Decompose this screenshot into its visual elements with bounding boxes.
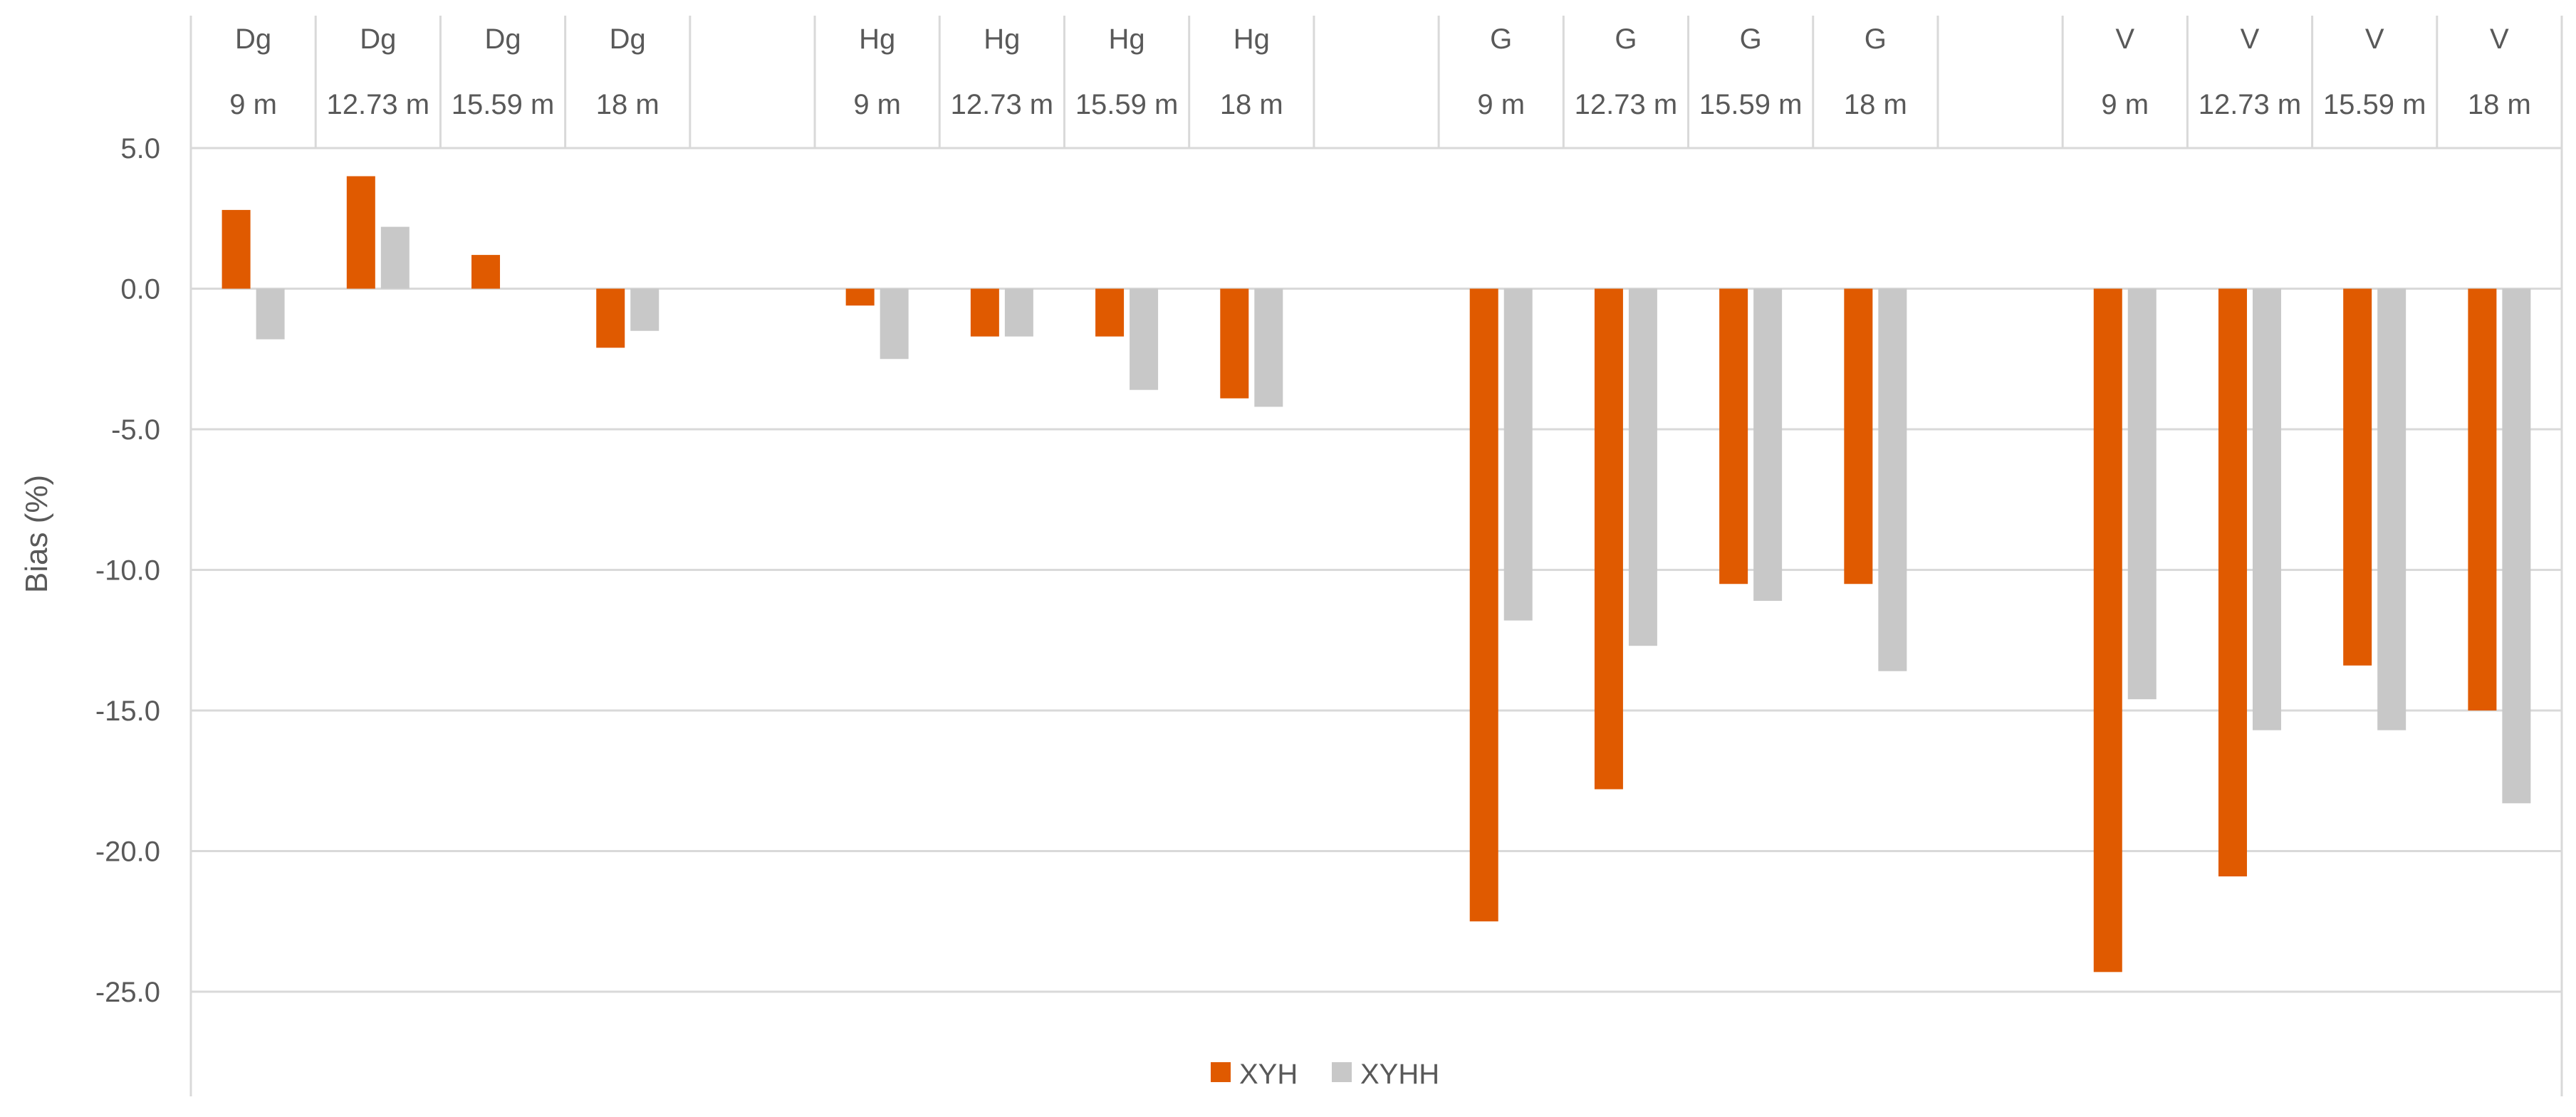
category-group-label: G (1865, 23, 1887, 55)
bar-xyh (1469, 288, 1498, 922)
bar-xyh (471, 255, 501, 289)
bar-xyh (2343, 288, 2372, 666)
bar-xyh (596, 288, 625, 348)
bar-xyh (970, 288, 999, 337)
category-distance-label: 9 m (853, 89, 901, 120)
bar-xyhh (1628, 288, 1657, 646)
category-distance-label: 18 m (596, 89, 659, 120)
legend-label-xyhh: XYHH (1360, 1059, 1439, 1090)
bar-xyhh (1004, 288, 1033, 337)
y-tick-label: 0.0 (120, 274, 160, 305)
category-group-label: Hg (1109, 23, 1145, 55)
category-group-label: Dg (610, 23, 646, 55)
bar-xyh (1719, 288, 1748, 584)
category-distance-label: 18 m (1220, 89, 1283, 120)
category-distance-label: 9 m (229, 89, 277, 120)
bar-xyhh (1130, 288, 1159, 390)
bar-xyhh (630, 288, 659, 331)
bar-xyh (845, 288, 875, 306)
category-distance-label: 15.59 m (2323, 89, 2426, 120)
y-tick-label: -5.0 (111, 414, 160, 446)
category-distance-label: 12.73 m (2199, 89, 2302, 120)
bar-xyh (346, 176, 375, 289)
category-group-label: Dg (360, 23, 396, 55)
category-distance-label: 12.73 m (1575, 89, 1678, 120)
legend-swatch-xyh (1211, 1062, 1231, 1082)
bar-xyh (2468, 288, 2497, 710)
bar-xyhh (1503, 288, 1533, 621)
category-group-label: G (1615, 23, 1637, 55)
category-distance-label: 15.59 m (452, 89, 555, 120)
bar-xyh (1095, 288, 1125, 337)
category-distance-label: 12.73 m (327, 89, 430, 120)
y-tick-label: 5.0 (120, 133, 160, 164)
category-distance-label: 18 m (1844, 89, 1907, 120)
category-distance-label: 15.59 m (1075, 89, 1179, 120)
category-group-label: Hg (1234, 23, 1270, 55)
category-group-label: G (1490, 23, 1512, 55)
bar-xyh (1220, 288, 1249, 399)
category-group-label: Hg (984, 23, 1020, 55)
category-distance-label: 12.73 m (951, 89, 1054, 120)
legend-label-xyh: XYH (1239, 1059, 1298, 1090)
bar-xyh (2218, 288, 2247, 877)
bar-xyh (1594, 288, 1623, 790)
bar-xyh (1844, 288, 1873, 584)
legend-swatch-xyhh (1332, 1062, 1352, 1082)
bar-xyhh (2502, 288, 2531, 804)
y-tick-label: -15.0 (95, 696, 160, 727)
category-distance-label: 15.59 m (1699, 89, 1803, 120)
category-group-label: Hg (859, 23, 895, 55)
bar-xyh (2093, 288, 2122, 972)
bar-xyhh (1254, 288, 1283, 407)
bar-xyhh (880, 288, 909, 360)
y-tick-label: -25.0 (95, 977, 160, 1008)
category-group-label: G (1740, 23, 1762, 55)
bar-xyhh (2252, 288, 2281, 730)
category-group-label: Dg (235, 23, 271, 55)
category-group-label: V (2115, 23, 2134, 55)
bar-xyhh (2377, 288, 2406, 730)
y-tick-label: -20.0 (95, 837, 160, 868)
bar-xyhh (256, 288, 285, 340)
category-group-label: V (2365, 23, 2384, 55)
category-distance-label: 9 m (1477, 89, 1525, 120)
category-group-label: Dg (484, 23, 521, 55)
category-group-label: V (2241, 23, 2260, 55)
category-group-label: V (2490, 23, 2509, 55)
y-axis-title: Bias (%) (19, 475, 54, 593)
bar-xyh (221, 209, 251, 289)
bar-xyhh (380, 226, 410, 289)
y-tick-label: -10.0 (95, 555, 160, 587)
category-distance-label: 9 m (2101, 89, 2149, 120)
bar-xyhh (1878, 288, 1907, 671)
bar-xyhh (2127, 288, 2157, 700)
bar-xyhh (1753, 288, 1783, 601)
category-distance-label: 18 m (2468, 89, 2531, 120)
